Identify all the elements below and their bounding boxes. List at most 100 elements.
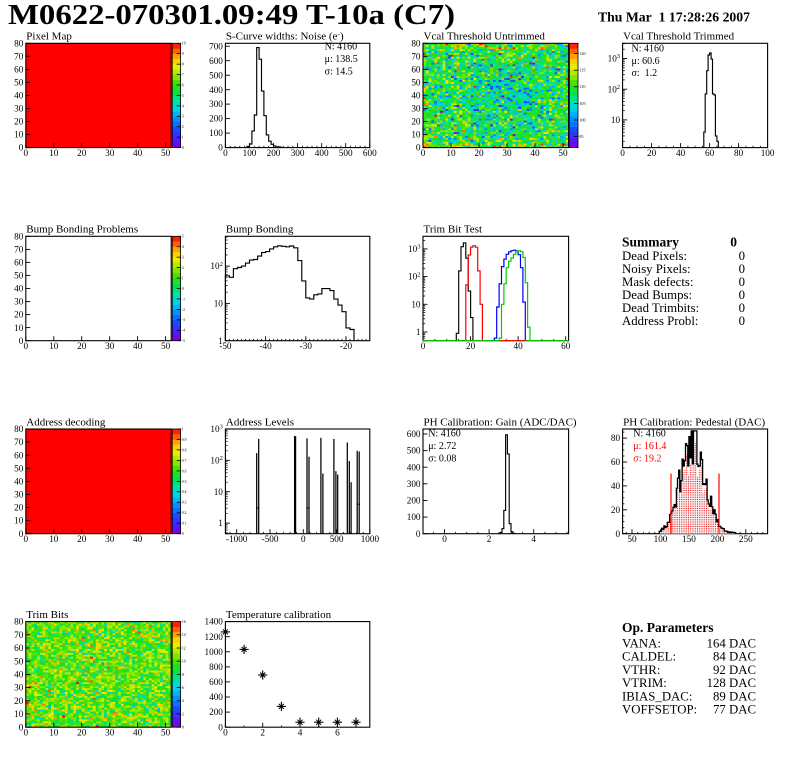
svg-text:Vcal Threshold Trimmed: Vcal Threshold Trimmed — [623, 31, 735, 43]
svg-text:164 DAC: 164 DAC — [707, 637, 756, 651]
svg-text:-50: -50 — [219, 341, 232, 351]
svg-text:μ: 60.6: μ: 60.6 — [632, 56, 660, 67]
svg-text:-1: -1 — [182, 297, 185, 301]
svg-text:0: 0 — [24, 534, 29, 544]
svg-text:PH Calibration: Gain (ADC/DAC): PH Calibration: Gain (ADC/DAC) — [424, 416, 577, 428]
svg-text:0.4: 0.4 — [182, 490, 187, 494]
svg-text:16: 16 — [182, 620, 186, 624]
svg-text:500: 500 — [407, 446, 421, 456]
svg-text:20: 20 — [611, 505, 621, 515]
svg-text:Mask defects:: Mask defects: — [622, 275, 693, 289]
svg-text:60: 60 — [611, 457, 621, 467]
svg-text:Bump Bonding Problems: Bump Bonding Problems — [26, 224, 138, 236]
svg-text:4: 4 — [182, 104, 184, 108]
svg-text:0: 0 — [421, 341, 426, 351]
svg-text:80: 80 — [14, 424, 24, 434]
svg-text:Dead Bumps:: Dead Bumps: — [622, 288, 692, 302]
svg-text:3: 3 — [182, 115, 184, 119]
svg-text:μ: 2.72: μ: 2.72 — [428, 441, 456, 452]
svg-text:70: 70 — [14, 630, 24, 640]
svg-text:50: 50 — [161, 534, 171, 544]
svg-text:0.6: 0.6 — [182, 469, 187, 473]
svg-text:1: 1 — [218, 518, 223, 528]
svg-text:200: 200 — [711, 534, 725, 544]
svg-text:Trim Bit Test: Trim Bit Test — [424, 224, 483, 236]
svg-text:0: 0 — [416, 529, 421, 539]
svg-text:700: 700 — [209, 41, 223, 51]
svg-text:40: 40 — [14, 670, 24, 680]
svg-text:70: 70 — [411, 51, 421, 61]
svg-text:2: 2 — [182, 712, 184, 716]
svg-text:2: 2 — [260, 727, 265, 737]
svg-text:M0622-070301.09:49 T-10a (C7): M0622-070301.09:49 T-10a (C7) — [8, 0, 455, 31]
svg-text:-40: -40 — [259, 341, 272, 351]
svg-text:40: 40 — [14, 284, 24, 294]
svg-text:0: 0 — [19, 143, 24, 153]
svg-text:0: 0 — [620, 148, 625, 158]
svg-text:1400: 1400 — [205, 617, 224, 627]
svg-text:0: 0 — [24, 148, 29, 158]
svg-text:77 DAC: 77 DAC — [713, 703, 756, 717]
svg-text:μ: 161.4: μ: 161.4 — [633, 441, 666, 452]
svg-text:20: 20 — [77, 341, 87, 351]
svg-text:3: 3 — [182, 256, 184, 260]
svg-text:6: 6 — [335, 727, 340, 737]
svg-text:0.9: 0.9 — [182, 438, 187, 442]
svg-text:1: 1 — [182, 427, 184, 431]
svg-text:40: 40 — [133, 341, 143, 351]
svg-text:5: 5 — [182, 94, 184, 98]
svg-text:-1000: -1000 — [226, 534, 248, 544]
svg-text:80: 80 — [14, 617, 24, 627]
svg-text:103: 103 — [608, 53, 621, 63]
svg-text:0: 0 — [301, 534, 306, 544]
svg-text:300: 300 — [291, 148, 305, 158]
svg-text:Noisy Pixels:: Noisy Pixels: — [622, 262, 691, 276]
svg-text:0: 0 — [182, 146, 184, 150]
svg-text:12: 12 — [182, 646, 186, 650]
svg-text:20: 20 — [474, 148, 484, 158]
svg-text:1: 1 — [182, 277, 184, 281]
svg-text:30: 30 — [14, 490, 24, 500]
svg-text:0.2: 0.2 — [182, 511, 187, 515]
svg-text:-4: -4 — [182, 329, 185, 333]
svg-text:N: 4160: N: 4160 — [633, 429, 666, 440]
svg-text:10: 10 — [14, 130, 24, 140]
svg-text:128 DAC: 128 DAC — [707, 676, 756, 690]
svg-text:-20: -20 — [340, 341, 353, 351]
svg-text:150: 150 — [682, 534, 696, 544]
svg-text:Dead Trimbits:: Dead Trimbits: — [622, 301, 699, 315]
svg-text:102: 102 — [210, 455, 222, 465]
svg-text:4: 4 — [182, 245, 184, 249]
svg-text:σ: 1.2: σ: 1.2 — [632, 68, 658, 79]
svg-text:300: 300 — [209, 99, 223, 109]
svg-text:400: 400 — [209, 692, 223, 702]
svg-text:2: 2 — [487, 534, 492, 544]
svg-text:10: 10 — [182, 660, 186, 664]
svg-text:95: 95 — [579, 134, 583, 139]
svg-text:40: 40 — [14, 477, 24, 487]
svg-text:50: 50 — [411, 78, 421, 88]
svg-text:40: 40 — [133, 148, 143, 158]
svg-text:102: 102 — [210, 261, 222, 271]
svg-text:N: 4160: N: 4160 — [428, 429, 461, 440]
svg-text:Address Probl:: Address Probl: — [622, 314, 698, 328]
svg-text:115: 115 — [579, 68, 585, 73]
svg-text:PH Calibration: Pedestal (DAC): PH Calibration: Pedestal (DAC) — [623, 416, 765, 428]
svg-text:200: 200 — [407, 496, 421, 506]
svg-text:30: 30 — [14, 104, 24, 114]
svg-text:10: 10 — [14, 709, 24, 719]
svg-text:50: 50 — [14, 78, 24, 88]
svg-text:10: 10 — [14, 516, 24, 526]
svg-text:0.1: 0.1 — [182, 522, 187, 526]
svg-text:80: 80 — [411, 38, 421, 48]
svg-text:0: 0 — [223, 727, 228, 737]
svg-text:500: 500 — [209, 70, 223, 80]
svg-text:400: 400 — [407, 462, 421, 472]
svg-text:10: 10 — [214, 487, 224, 497]
svg-text:10: 10 — [214, 299, 224, 309]
svg-text:60: 60 — [14, 258, 24, 268]
svg-text:60: 60 — [14, 643, 24, 653]
svg-text:0: 0 — [19, 529, 24, 539]
svg-text:30: 30 — [14, 297, 24, 307]
svg-text:600: 600 — [209, 56, 223, 66]
